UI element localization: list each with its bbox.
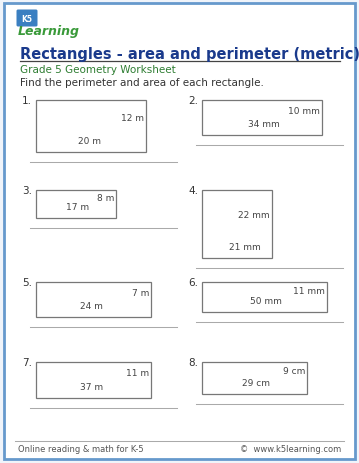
Text: 8 m: 8 m <box>97 194 114 202</box>
Text: 11 mm: 11 mm <box>293 286 325 295</box>
Text: 17 m: 17 m <box>66 202 89 212</box>
Bar <box>36 362 151 398</box>
Text: K5: K5 <box>22 14 33 24</box>
Text: 29 cm: 29 cm <box>242 378 270 387</box>
Text: 21 mm: 21 mm <box>229 243 260 251</box>
Text: 6.: 6. <box>188 277 198 288</box>
Text: 7.: 7. <box>22 357 32 367</box>
Text: 9 cm: 9 cm <box>283 367 305 375</box>
Text: 11 m: 11 m <box>126 369 149 377</box>
Text: Online reading & math for K-5: Online reading & math for K-5 <box>18 444 144 454</box>
Text: 34 mm: 34 mm <box>248 120 279 129</box>
Text: 3.: 3. <box>22 186 32 195</box>
Bar <box>202 362 307 394</box>
Text: ©  www.k5learning.com: © www.k5learning.com <box>240 444 341 454</box>
Text: 50 mm: 50 mm <box>250 296 281 305</box>
Text: 24 m: 24 m <box>80 301 103 310</box>
Text: 2.: 2. <box>188 96 198 106</box>
Bar <box>36 101 146 153</box>
Text: 1.: 1. <box>22 96 32 106</box>
Text: Grade 5 Geometry Worksheet: Grade 5 Geometry Worksheet <box>20 65 176 75</box>
Text: Rectangles - area and perimeter (metric): Rectangles - area and perimeter (metric) <box>20 47 359 63</box>
Text: 8.: 8. <box>188 357 198 367</box>
Text: 22 mm: 22 mm <box>238 210 270 219</box>
Text: 4.: 4. <box>188 186 198 195</box>
Text: 37 m: 37 m <box>80 382 103 391</box>
Bar <box>202 101 322 136</box>
Text: 20 m: 20 m <box>78 137 101 146</box>
Text: 7 m: 7 m <box>132 288 149 297</box>
Text: 5.: 5. <box>22 277 32 288</box>
Bar <box>202 191 272 258</box>
Bar <box>36 191 116 219</box>
FancyBboxPatch shape <box>17 11 37 27</box>
Text: Learning: Learning <box>18 25 80 38</box>
Text: 10 mm: 10 mm <box>288 106 320 115</box>
Text: 12 m: 12 m <box>121 113 144 123</box>
Text: Find the perimeter and area of each rectangle.: Find the perimeter and area of each rect… <box>20 78 264 88</box>
Bar <box>202 282 327 313</box>
Bar <box>36 282 151 317</box>
